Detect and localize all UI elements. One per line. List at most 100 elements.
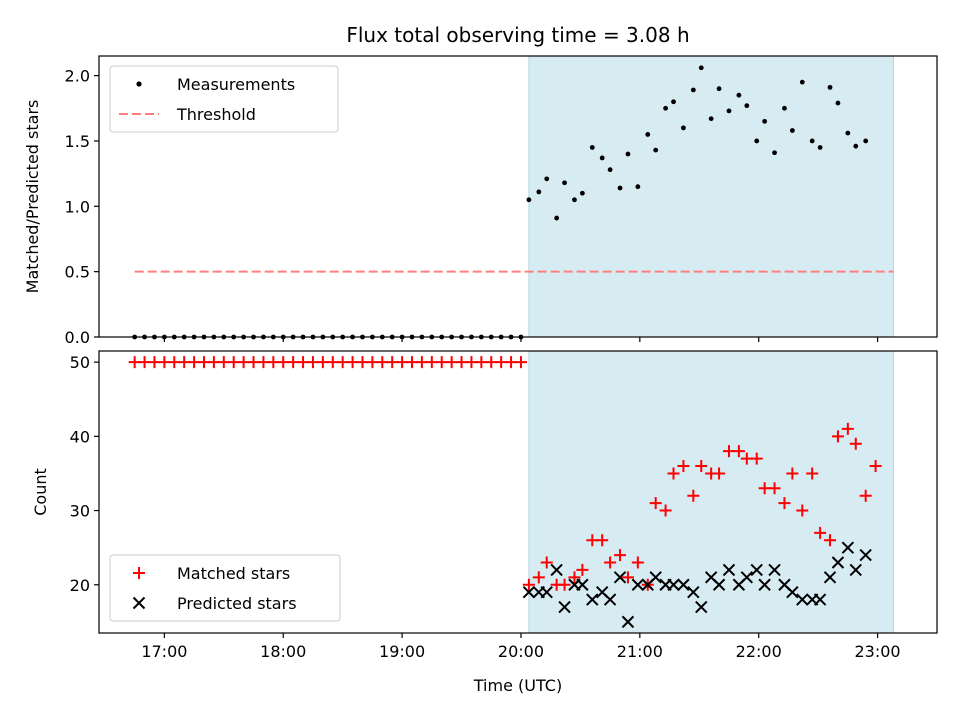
data-point xyxy=(827,84,833,90)
data-point xyxy=(558,600,571,614)
data-point xyxy=(677,460,690,473)
legend: Matched stars Predicted stars xyxy=(109,554,341,622)
legend-box xyxy=(109,554,341,622)
data-point xyxy=(712,578,726,591)
data-point xyxy=(645,132,651,137)
data-point xyxy=(813,593,827,606)
data-point xyxy=(671,99,676,105)
data-point xyxy=(604,556,617,569)
x-tick-label: 19:00 xyxy=(379,642,425,661)
data-point xyxy=(796,593,809,606)
data-point xyxy=(768,482,781,495)
data-point xyxy=(695,460,708,473)
series-matched-stars xyxy=(128,356,882,591)
data-point xyxy=(744,103,750,109)
y-tick-label: 1.5 xyxy=(65,132,90,151)
data-point xyxy=(526,197,532,203)
shaded-span xyxy=(528,350,894,634)
data-point xyxy=(625,151,631,157)
data-point xyxy=(732,445,745,458)
data-point xyxy=(659,504,672,517)
data-point xyxy=(576,578,589,591)
data-point xyxy=(603,593,617,606)
x-tick-label: 18:00 xyxy=(260,642,306,661)
legend-marker xyxy=(132,596,146,610)
x-tick-label: 23:00 xyxy=(855,642,901,661)
data-point xyxy=(782,105,787,111)
data-point xyxy=(698,65,704,71)
data-point xyxy=(849,437,862,450)
data-point xyxy=(589,145,595,150)
x-axis: 17:00 18:00 19:00 20:00 21:00 22:00 23:00 xyxy=(141,642,900,661)
data-point xyxy=(750,563,763,577)
data-point xyxy=(568,571,581,584)
data-point xyxy=(586,593,599,606)
data-point xyxy=(824,534,837,547)
y-axis-label: Matched/Predicted stars xyxy=(23,100,42,294)
y-axis-label: Count xyxy=(31,468,50,516)
data-point xyxy=(681,125,686,131)
legend-label: Predicted stars xyxy=(177,594,297,613)
x-tick-label: 21:00 xyxy=(617,642,663,661)
data-point xyxy=(796,504,809,517)
data-point xyxy=(740,571,754,584)
axes-frame xyxy=(98,350,938,634)
data-point xyxy=(869,460,882,473)
data-point xyxy=(778,497,791,510)
y-tick-label: 0.0 xyxy=(65,328,90,347)
data-point xyxy=(708,116,714,122)
shaded-span xyxy=(528,55,894,338)
ratio-panel: 0.0 0.5 1.0 1.5 2.0 Matched/Predicted stars Me… xyxy=(23,55,938,347)
count-panel: 20 30 40 50 Count Matched stars Predicted star… xyxy=(31,350,938,638)
y-tick-label: 0.5 xyxy=(65,263,90,282)
data-point xyxy=(562,180,567,186)
y-tick-label: 20 xyxy=(70,576,90,595)
x-tick-label: 22:00 xyxy=(736,642,782,661)
data-point xyxy=(607,167,613,173)
data-point xyxy=(677,578,690,591)
data-point xyxy=(554,215,560,221)
data-point xyxy=(613,571,627,584)
x-tick-label: 20:00 xyxy=(498,642,544,661)
data-point xyxy=(849,563,862,577)
data-point xyxy=(754,138,760,144)
data-point xyxy=(596,534,609,547)
data-point xyxy=(835,100,841,106)
data-point xyxy=(631,578,645,591)
data-point xyxy=(621,571,634,584)
legend-marker xyxy=(136,81,142,87)
data-point xyxy=(599,155,605,161)
data-point xyxy=(576,563,589,576)
data-point xyxy=(786,585,799,599)
data-point xyxy=(817,145,823,150)
data-point xyxy=(621,615,635,629)
data-point xyxy=(540,556,553,569)
series-predicted-stars xyxy=(522,541,872,629)
data-point xyxy=(617,185,623,191)
data-point xyxy=(544,176,550,182)
data-point xyxy=(695,600,708,614)
y-tick-label: 1.0 xyxy=(65,197,90,216)
data-point xyxy=(859,489,872,502)
data-point xyxy=(831,430,844,443)
data-point xyxy=(845,130,851,136)
data-point xyxy=(786,467,799,480)
data-point xyxy=(667,467,680,480)
chart-title: Flux total observing time = 3.08 h xyxy=(346,23,689,47)
data-point xyxy=(522,585,536,599)
legend: Measurements Threshold xyxy=(109,65,339,133)
y-tick-label: 50 xyxy=(70,353,90,372)
data-point xyxy=(687,489,700,502)
data-point xyxy=(814,526,827,539)
data-point xyxy=(841,422,854,435)
data-point xyxy=(572,197,577,203)
data-point xyxy=(859,548,872,562)
x-tick-label: 17:00 xyxy=(141,642,187,661)
data-point xyxy=(762,118,768,124)
data-point xyxy=(667,578,680,591)
data-point xyxy=(663,105,668,111)
data-point xyxy=(716,86,722,92)
data-point xyxy=(687,585,700,599)
data-point xyxy=(540,585,553,599)
